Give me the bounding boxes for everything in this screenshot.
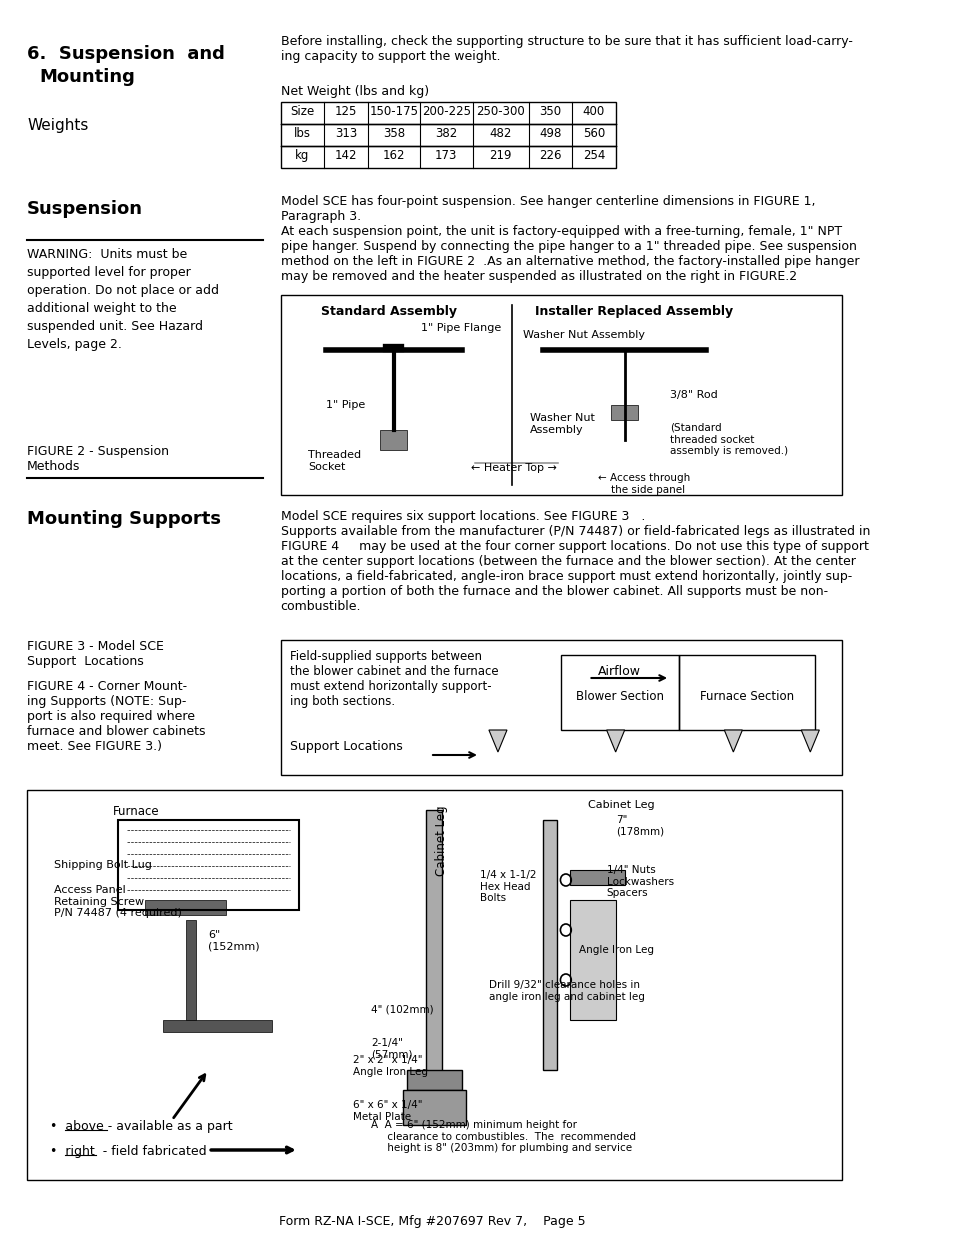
Text: 1" Pipe Flange: 1" Pipe Flange [420,324,500,333]
Text: 1/4" Nuts
Lockwashers
Spacers: 1/4" Nuts Lockwashers Spacers [606,864,673,898]
Text: 254: 254 [582,149,604,162]
Polygon shape [723,730,741,752]
Text: 219: 219 [489,149,512,162]
Text: Washer Nut Assembly: Washer Nut Assembly [523,330,644,340]
Text: Blower Section: Blower Section [576,690,663,703]
Bar [280,103,615,168]
Bar [570,900,615,1020]
Text: 482: 482 [489,127,512,140]
Bar [560,655,679,730]
Text: Threaded
Socket: Threaded Socket [308,450,360,472]
Text: 7"
(178mm): 7" (178mm) [615,815,663,836]
Text: Size: Size [290,105,314,119]
Text: Cabinet Leg: Cabinet Leg [588,800,655,810]
Text: 400: 400 [582,105,604,119]
Text: kg: kg [294,149,310,162]
Text: 358: 358 [382,127,404,140]
Text: FIGURE 3 - Model SCE
Support  Locations: FIGURE 3 - Model SCE Support Locations [27,640,164,668]
Bar [407,1070,461,1091]
Text: Washer Nut
Assembly: Washer Nut Assembly [529,412,594,435]
Text: 150-175: 150-175 [369,105,418,119]
Text: Furnace: Furnace [113,805,160,818]
Text: Drill 9/32" clearance holes in
angle iron leg and cabinet leg: Drill 9/32" clearance holes in angle iro… [488,981,644,1002]
Text: Weights: Weights [27,119,89,133]
Text: Angle Iron Leg: Angle Iron Leg [578,945,654,955]
Bar [163,1020,272,1032]
Text: ← Heater Top →: ← Heater Top → [470,463,557,473]
Text: •  right  - field fabricated: • right - field fabricated [50,1145,206,1158]
Text: 1/4 x 1-1/2
Hex Head
Bolts: 1/4 x 1-1/2 Hex Head Bolts [479,869,536,903]
Bar [280,295,841,495]
Text: 498: 498 [538,127,561,140]
Text: Model SCE has four-point suspension. See hanger centerline dimensions in FIGURE : Model SCE has four-point suspension. See… [280,195,859,283]
Polygon shape [606,730,624,752]
Text: Suspension: Suspension [27,200,143,219]
Text: Installer Replaced Assembly: Installer Replaced Assembly [534,305,732,317]
Text: 200-225: 200-225 [421,105,471,119]
Polygon shape [488,730,506,752]
Bar [380,430,407,450]
Text: Shipping Bolt Lug: Shipping Bolt Lug [54,860,152,869]
Text: 6.  Suspension  and: 6. Suspension and [27,44,225,63]
Text: 6"
(152mm): 6" (152mm) [208,930,259,952]
Bar [117,820,298,910]
Text: Net Weight (lbs and kg): Net Weight (lbs and kg) [280,85,428,98]
Text: 2-1/4"
(57mm): 2-1/4" (57mm) [371,1037,413,1060]
Text: Airflow: Airflow [597,664,639,678]
Text: •  above - available as a part: • above - available as a part [50,1120,233,1132]
Text: Access Panel
Retaining Screw
P/N 74487 (4 required): Access Panel Retaining Screw P/N 74487 (… [54,885,182,918]
Text: 173: 173 [435,149,457,162]
Text: 162: 162 [382,149,405,162]
Bar [542,820,557,1070]
Text: 6" x 6" x 1/4"
Metal Plate: 6" x 6" x 1/4" Metal Plate [353,1100,422,1121]
Bar [425,810,441,1091]
Text: FIGURE 4 - Corner Mount-
ing Supports (NOTE: Sup-
port is also required where
fu: FIGURE 4 - Corner Mount- ing Supports (N… [27,680,206,753]
Bar [611,405,638,420]
Text: Mounting Supports: Mounting Supports [27,510,221,529]
Text: lbs: lbs [294,127,311,140]
Text: 560: 560 [582,127,604,140]
Text: Model SCE requires six support locations. See FIGURE 3   .
Supports available fr: Model SCE requires six support locations… [280,510,869,613]
Text: 250-300: 250-300 [476,105,524,119]
Text: 382: 382 [435,127,457,140]
Text: 125: 125 [335,105,356,119]
Text: 350: 350 [538,105,561,119]
Text: (Standard
threaded socket
assembly is removed.): (Standard threaded socket assembly is re… [669,424,787,456]
Bar [186,920,196,1020]
Text: 2" x 2" x 1/4"
Angle Iron Leg: 2" x 2" x 1/4" Angle Iron Leg [353,1055,428,1077]
Text: 142: 142 [335,149,356,162]
Text: ← Access through
    the side panel: ← Access through the side panel [597,473,689,494]
Bar [280,640,841,776]
Text: WARNING:  Units must be
supported level for proper
operation. Do not place or ad: WARNING: Units must be supported level f… [27,248,219,351]
Text: A  A = 6" (152mm) minimum height for
     clearance to combustibles.  The  recom: A A = 6" (152mm) minimum height for clea… [371,1120,636,1153]
Text: Cabinet Leg: Cabinet Leg [435,805,447,876]
Text: Form RZ-NA I-SCE, Mfg #207697 Rev 7,    Page 5: Form RZ-NA I-SCE, Mfg #207697 Rev 7, Pag… [278,1215,584,1228]
Text: Support Locations: Support Locations [290,740,402,753]
Bar [679,655,814,730]
Text: 313: 313 [335,127,356,140]
Polygon shape [801,730,819,752]
Text: 1" Pipe: 1" Pipe [326,400,365,410]
Bar [402,1091,466,1125]
Bar [570,869,624,885]
Text: Field-supplied supports between
the blower cabinet and the furnace
must extend h: Field-supplied supports between the blow… [290,650,497,708]
Text: Standard Assembly: Standard Assembly [321,305,456,317]
Text: Before installing, check the supporting structure to be sure that it has suffici: Before installing, check the supporting … [280,35,852,63]
Text: 226: 226 [538,149,561,162]
Text: FIGURE 2 - Suspension
Methods: FIGURE 2 - Suspension Methods [27,445,169,473]
Bar [27,790,841,1179]
Bar [145,900,226,915]
Text: 4" (102mm): 4" (102mm) [371,1005,434,1015]
Text: Furnace Section: Furnace Section [700,690,793,703]
Text: Mounting: Mounting [40,68,135,86]
Text: 3/8" Rod: 3/8" Rod [669,390,717,400]
